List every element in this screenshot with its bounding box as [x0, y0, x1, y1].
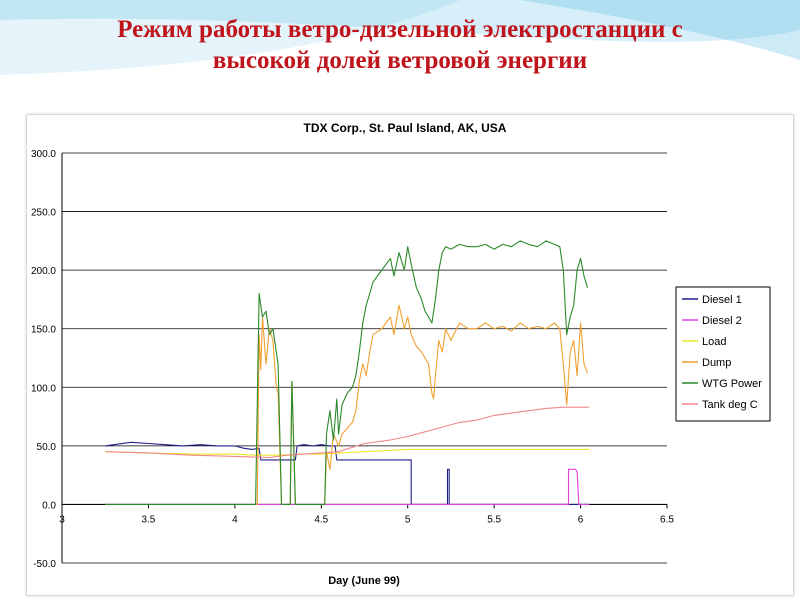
legend-label: Load: [702, 336, 726, 348]
legend-label: WTG Power: [702, 378, 762, 390]
slide-title-line-1: Режим работы ветро-дизельной электростан…: [117, 16, 683, 43]
x-axis-label: Day (June 99): [328, 575, 400, 587]
chart-panel: TDX Corp., St. Paul Island, AK, USA Day …: [26, 114, 794, 596]
series-line-diesel-2: [105, 468, 590, 505]
slide-title-line-2: высокой долей ветровой энергии: [212, 47, 588, 74]
header-wave: [0, 0, 800, 42]
legend-label: Diesel 1: [702, 294, 742, 306]
x-tick-label: 4.5: [314, 514, 328, 525]
y-tick-label: 300.0: [31, 149, 56, 160]
y-tick-label: 100.0: [31, 383, 56, 394]
x-tick-label: 5.5: [487, 514, 501, 525]
line-chart: TDX Corp., St. Paul Island, AK, USA Day …: [31, 121, 771, 587]
series-line-dump: [105, 304, 589, 505]
legend-label: Diesel 2: [702, 315, 742, 327]
series-line-diesel-1: [105, 441, 590, 505]
legend-label: Tank deg C: [702, 399, 758, 411]
y-tick-label: 200.0: [31, 266, 56, 277]
series-line-wtg-power: [105, 240, 589, 505]
y-tick-label: 0.0: [42, 500, 56, 511]
series-line-load: [105, 448, 590, 456]
legend-label: Dump: [702, 357, 731, 369]
y-tick-label: 50.0: [37, 442, 57, 453]
x-tick-label: 3.5: [141, 514, 155, 525]
x-tick-label: 4: [232, 514, 238, 525]
x-tick-label: 5: [405, 514, 411, 525]
header-wave: [0, 0, 460, 75]
chart-title: TDX Corp., St. Paul Island, AK, USA: [304, 121, 507, 135]
x-tick-label: 3: [59, 514, 65, 525]
slide-title: Режим работы ветро-дизельной электростан…: [40, 14, 760, 76]
legend-box: [675, 286, 771, 422]
series-line-tank-deg-c: [105, 406, 590, 459]
y-tick-label: -50.0: [33, 559, 56, 570]
y-tick-label: 150.0: [31, 325, 56, 336]
y-tick-label: 250.0: [31, 208, 56, 219]
x-tick-label: 6: [578, 514, 584, 525]
x-tick-label: 6.5: [660, 514, 674, 525]
header-wave: [520, 0, 800, 60]
